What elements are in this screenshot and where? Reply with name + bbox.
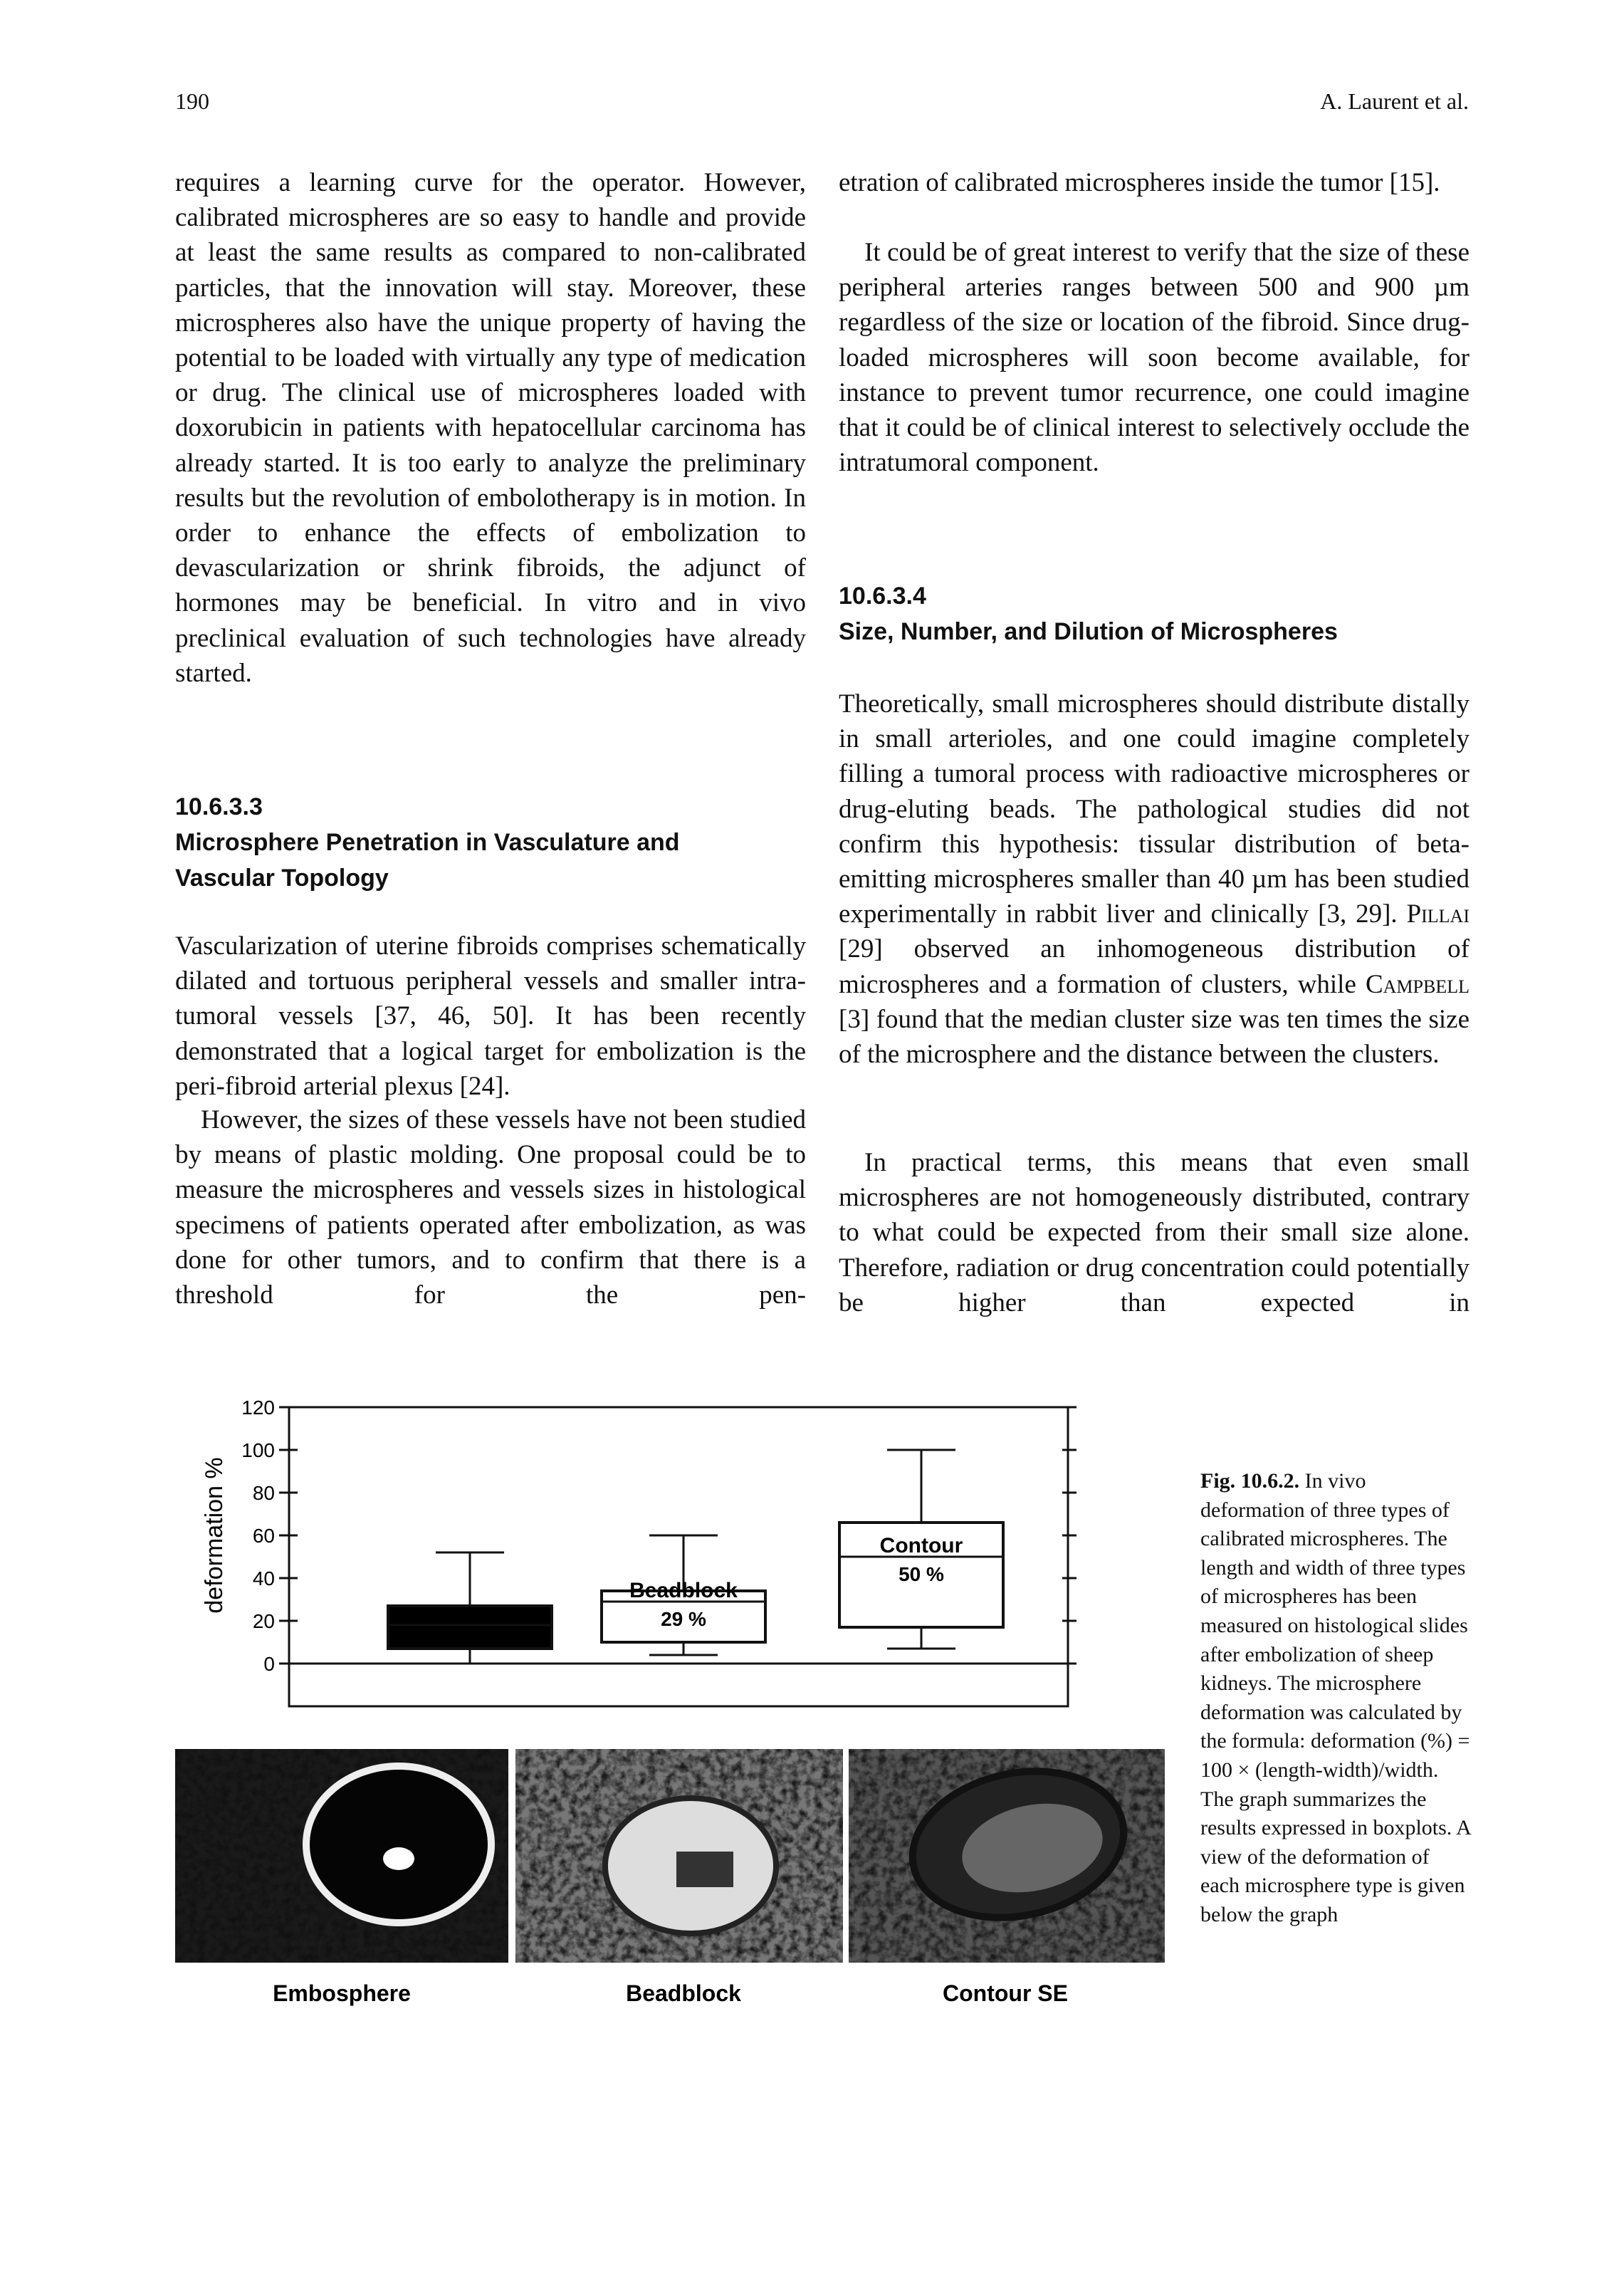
box: [838, 1521, 1005, 1629]
paragraph: It could be of great interest to verify …: [839, 238, 1470, 478]
text-run: [29] observed an inhomogeneous distribut…: [839, 934, 1470, 999]
section-number: 10.6.3.3: [175, 793, 263, 820]
box: [600, 1589, 767, 1644]
y-tick-label: 60: [253, 1525, 275, 1547]
y-tick-label: 20: [253, 1610, 275, 1632]
section-title: Size, Number, and Dilution of Microspher…: [839, 618, 1338, 645]
author-name: Pillai: [1406, 899, 1470, 929]
paragraph: etration of calibrated microspheres insi…: [839, 168, 1440, 197]
plot-frame: [288, 1406, 1069, 1708]
panel-label: Embosphere: [273, 1980, 411, 2006]
paragraph: In practical terms, this means that even…: [839, 1148, 1470, 1317]
y-axis-label: deformation %: [201, 1457, 228, 1613]
author-name: Campbell: [1365, 969, 1470, 999]
paragraph: requires a learning curve for the operat…: [175, 168, 806, 688]
paragraph: However, the sizes of these vessels have…: [175, 1105, 806, 1310]
figure-caption: Fig. 10.6.2. In vivo deformation of thre…: [1200, 1467, 1471, 1930]
text-run: Theoretically, small microspheres should…: [839, 689, 1470, 929]
value-label: 50 %: [899, 1563, 944, 1585]
photo-panel: [175, 1749, 508, 1963]
y-tick-label: 0: [263, 1653, 275, 1675]
box-label: Contour: [880, 1534, 963, 1557]
page-number: 190: [175, 88, 209, 114]
section-title: Microsphere Penetration in Vasculature a…: [175, 829, 680, 892]
section-heading: 10.6.3.3 Microsphere Penetration in Vasc…: [175, 789, 816, 896]
caption-text: In vivo deformation of three types of ca…: [1200, 1469, 1471, 1926]
caption-label: Fig. 10.6.2.: [1200, 1469, 1300, 1493]
photo-panel: [849, 1749, 1165, 1963]
y-tick-label: 120: [241, 1396, 275, 1419]
section-number: 10.6.3.4: [839, 583, 926, 610]
y-tick-label: 40: [253, 1567, 275, 1589]
box: [387, 1604, 553, 1650]
paragraph: Vascularization of uterine fibroids comp…: [175, 931, 806, 1101]
y-tick-label: 80: [253, 1482, 275, 1504]
photo-panel: [515, 1749, 843, 1963]
section-heading: 10.6.3.4 Size, Number, and Dilution of M…: [839, 578, 1479, 649]
y-tick-label: 100: [241, 1439, 275, 1461]
panel-label: Beadblock: [626, 1980, 741, 2006]
paragraph: Theoretically, small microspheres should…: [839, 686, 1470, 1072]
panel-label: Contour SE: [943, 1980, 1068, 2006]
text-run: [3] found that the median cluster size w…: [839, 1004, 1470, 1070]
box-label: Beadblock: [629, 1579, 738, 1602]
running-head: A. Laurent et al.: [1320, 88, 1469, 114]
value-label: 29 %: [661, 1608, 706, 1630]
